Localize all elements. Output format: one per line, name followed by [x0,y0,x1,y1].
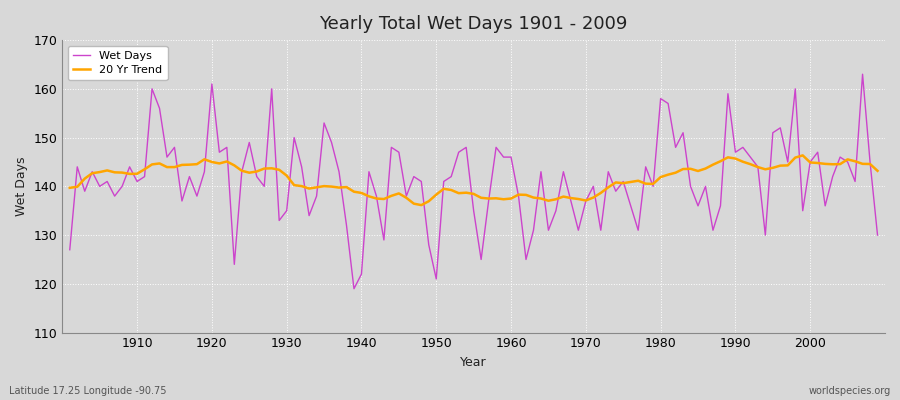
Wet Days [124,164,135,169]
Y-axis label: Wet Days: Wet Days [15,156,28,216]
20 Yr Trend [506,196,517,201]
Line: 20 Yr Trend: 20 Yr Trend [70,155,878,205]
Wet Days [872,233,883,238]
20 Yr Trend [797,153,808,158]
Wet Days [857,72,868,77]
Wet Days [506,155,517,160]
Wet Days [603,169,614,174]
Text: Latitude 17.25 Longitude -90.75: Latitude 17.25 Longitude -90.75 [9,386,166,396]
20 Yr Trend [124,172,135,176]
Title: Yearly Total Wet Days 1901 - 2009: Yearly Total Wet Days 1901 - 2009 [320,15,628,33]
20 Yr Trend [289,183,300,188]
X-axis label: Year: Year [460,356,487,369]
Wet Days [348,286,359,291]
Line: Wet Days: Wet Days [70,74,878,289]
Wet Days [513,194,524,198]
Wet Days [65,247,76,252]
20 Yr Trend [416,203,427,208]
Wet Days [289,135,300,140]
20 Yr Trend [872,168,883,173]
Wet Days [334,169,345,174]
Legend: Wet Days, 20 Yr Trend: Wet Days, 20 Yr Trend [68,46,167,80]
20 Yr Trend [513,192,524,197]
20 Yr Trend [65,186,76,190]
20 Yr Trend [603,185,614,190]
20 Yr Trend [334,185,345,190]
Text: worldspecies.org: worldspecies.org [809,386,891,396]
